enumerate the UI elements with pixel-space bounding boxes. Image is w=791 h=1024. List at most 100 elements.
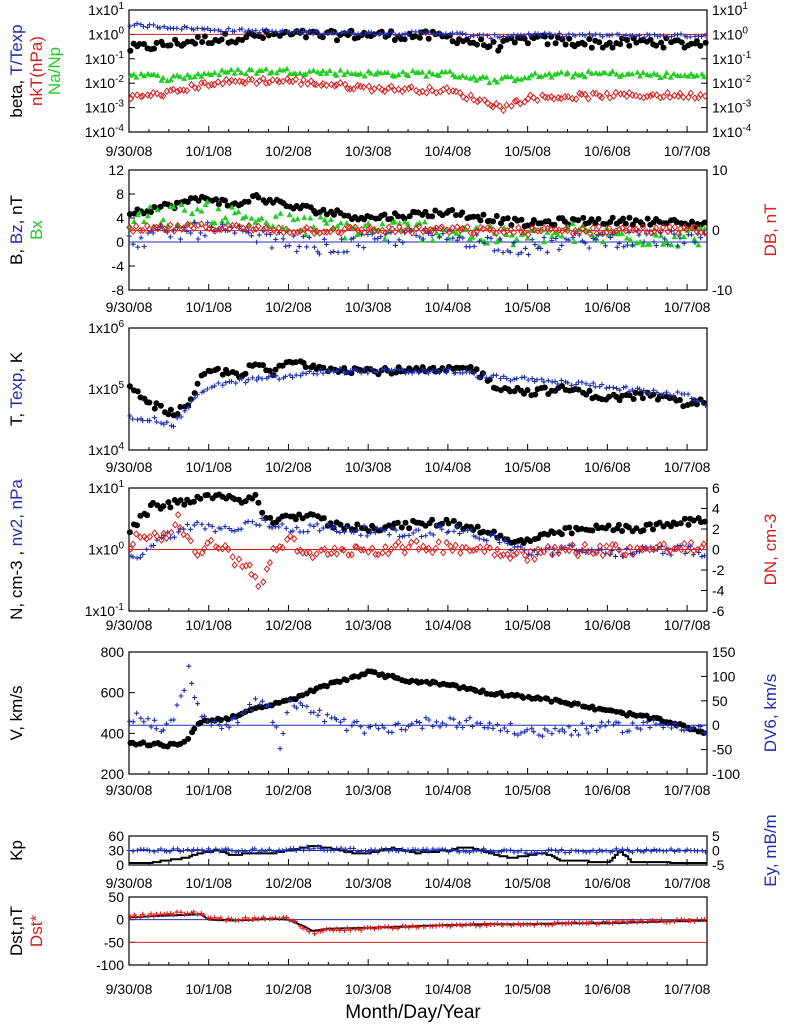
data-point <box>354 719 360 724</box>
data-point <box>337 219 344 226</box>
data-point <box>361 245 367 251</box>
data-point <box>606 393 612 400</box>
data-point <box>201 912 207 918</box>
data-point <box>450 517 457 524</box>
data-point <box>576 228 583 236</box>
data-point <box>527 538 534 545</box>
data-point <box>198 220 205 228</box>
data-point <box>247 702 253 707</box>
data-point <box>287 372 293 378</box>
data-point <box>606 920 612 926</box>
data-point <box>205 26 211 31</box>
data-point <box>477 720 483 726</box>
data-point <box>403 727 408 733</box>
data-point <box>136 209 143 215</box>
y-tick-label: 8 <box>116 186 124 202</box>
data-point <box>191 522 197 528</box>
data-point <box>263 565 271 573</box>
data-point <box>306 548 313 557</box>
data-point <box>620 215 626 222</box>
data-point <box>640 919 646 925</box>
data-point <box>216 71 223 78</box>
data-point <box>382 543 389 551</box>
data-point <box>682 551 688 556</box>
data-point <box>126 529 133 536</box>
data-point <box>290 846 296 851</box>
date-tick-label: 10/2/08 <box>265 459 312 475</box>
data-point <box>404 225 412 233</box>
data-point <box>588 216 595 223</box>
data-point <box>463 31 469 37</box>
data-point <box>240 224 247 232</box>
data-point <box>493 229 500 238</box>
data-point <box>612 88 619 97</box>
data-point <box>446 366 452 372</box>
data-point <box>321 236 327 242</box>
data-point <box>212 719 217 724</box>
data-point <box>358 848 364 854</box>
data-point <box>647 918 653 924</box>
data-point <box>363 848 368 854</box>
data-point <box>219 79 226 88</box>
data-point <box>229 204 235 210</box>
data-point <box>521 551 529 560</box>
data-point <box>266 374 272 380</box>
data-point <box>633 39 640 46</box>
data-point <box>153 39 160 46</box>
data-point <box>647 725 653 731</box>
data-point <box>299 515 306 522</box>
data-point <box>625 524 632 531</box>
data-point <box>449 207 456 213</box>
data-point <box>270 544 277 553</box>
data-point <box>190 498 197 505</box>
data-point <box>582 33 588 39</box>
data-point <box>447 542 454 551</box>
data-point <box>473 77 480 83</box>
data-point <box>609 214 616 221</box>
data-point <box>670 70 677 77</box>
data-point <box>471 370 477 376</box>
data-point <box>541 238 548 245</box>
data-point <box>248 66 255 73</box>
data-point <box>211 80 218 89</box>
data-point <box>473 847 479 853</box>
data-point <box>229 916 234 922</box>
data-point <box>375 236 381 241</box>
data-point <box>294 228 301 237</box>
data-point <box>620 918 626 924</box>
data-point <box>685 391 691 397</box>
data-point <box>600 34 606 40</box>
data-point <box>541 379 547 385</box>
data-point <box>433 31 439 37</box>
date-tick-label: 10/1/08 <box>185 875 232 891</box>
data-point <box>181 526 187 532</box>
data-point <box>307 28 312 34</box>
data-point <box>163 534 170 542</box>
data-point <box>674 724 680 730</box>
data-point <box>266 558 274 567</box>
data-point <box>256 77 263 85</box>
data-point <box>430 532 436 538</box>
data-point <box>408 677 415 684</box>
data-point <box>351 846 357 851</box>
y-tick-label: 1x10-3 <box>712 99 752 116</box>
data-point <box>245 221 253 230</box>
data-point <box>276 916 282 921</box>
data-point <box>443 226 451 234</box>
data-point <box>395 848 401 854</box>
data-point <box>341 235 348 241</box>
data-point <box>638 726 644 732</box>
data-point <box>348 27 355 34</box>
data-point <box>663 548 671 556</box>
data-point <box>675 389 681 395</box>
data-point <box>376 726 381 732</box>
data-point <box>315 844 321 850</box>
data-point <box>474 374 480 380</box>
data-point <box>171 534 177 540</box>
data-point <box>195 236 201 242</box>
data-point <box>130 71 137 77</box>
data-point <box>607 235 613 241</box>
data-point <box>167 221 174 229</box>
data-point <box>302 231 309 237</box>
series-black <box>126 192 708 230</box>
